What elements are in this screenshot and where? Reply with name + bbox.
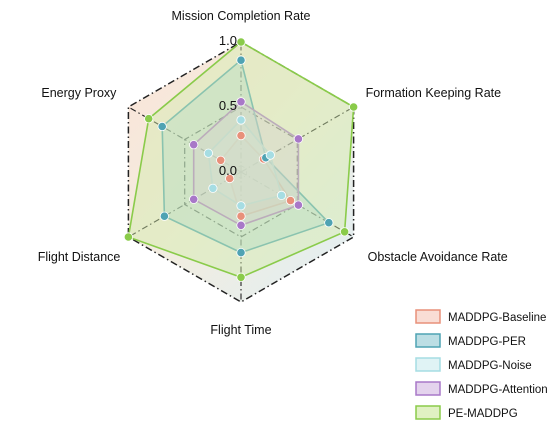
data-point-0-2 [285,196,296,206]
data-point-3-4 [189,194,199,204]
data-point-0-3 [236,211,246,221]
data-point-3-2 [293,200,303,210]
data-point-1-2 [324,218,334,228]
data-point-3-1 [293,134,303,144]
legend-entry: MADDPG-Attention [448,384,548,396]
grid-spoke [240,106,354,173]
grid-spoke [240,171,354,238]
data-point-1-3 [236,248,246,258]
legend-swatch [415,333,441,348]
legend-swatch [415,357,441,372]
legend-entry: MADDPG-Noise [448,360,532,372]
series-area-4 [127,41,355,279]
data-point-3-0 [236,97,246,107]
data-point-3-3 [236,220,246,230]
data-point-2-0 [236,115,246,125]
data-point-3-5 [189,140,199,150]
grid-ring-inner [234,165,248,179]
data-point-2-1 [265,150,275,160]
tick-label: 0.0 [219,163,237,178]
data-point-4-5 [144,114,154,124]
grid-ring [184,106,298,238]
data-point-4-0 [236,37,246,47]
data-point-1-4 [159,211,169,221]
axis-label: Mission Completion Rate [172,9,311,23]
data-point-0-5 [216,155,226,165]
axis-label: Obstacle Avoidance Rate [368,250,508,264]
data-point-1-5 [157,121,167,132]
axis-label: Energy Proxy [41,86,117,100]
legend-entry: MADDPG-PER [448,336,526,348]
grid-spoke [128,171,242,238]
data-point-4-4 [123,232,133,242]
legend-swatch [415,309,441,324]
data-point-2-4 [208,183,218,193]
data-point-2-3 [236,201,246,211]
data-point-2-2 [276,190,287,200]
tick-label: 0.5 [219,98,237,113]
data-point-0-0 [236,131,246,141]
data-point-0-4 [225,173,235,184]
legend-swatch [415,405,441,420]
data-point-4-2 [339,227,350,237]
tick-label: 1.0 [219,33,237,48]
data-point-2-5 [203,148,213,158]
legend-entry: MADDPG-Baseline [448,312,546,324]
data-point-4-3 [236,272,246,282]
axis-label: Flight Distance [38,250,121,264]
data-point-1-0 [236,55,246,65]
axis-label: Flight Time [210,323,271,337]
legend-swatch [415,381,441,396]
axis-label: Formation Keeping Rate [366,86,502,100]
data-point-4-1 [348,102,359,112]
legend-entry: PE-MADDPG [448,408,518,420]
